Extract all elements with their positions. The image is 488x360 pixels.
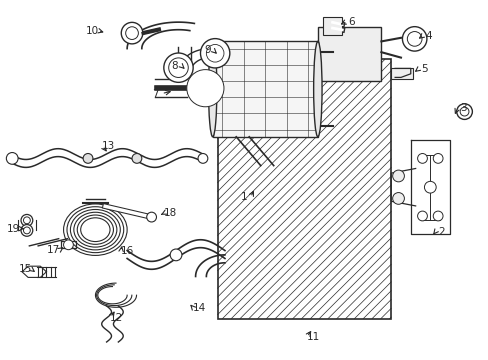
Circle shape: [198, 81, 212, 96]
Circle shape: [392, 193, 404, 204]
Circle shape: [192, 75, 218, 101]
Circle shape: [392, 170, 404, 182]
Circle shape: [432, 211, 442, 221]
Text: 14: 14: [192, 303, 206, 313]
Circle shape: [23, 227, 30, 234]
Circle shape: [200, 39, 229, 68]
Circle shape: [459, 107, 468, 116]
Text: 11: 11: [305, 332, 319, 342]
Bar: [322, 17, 342, 35]
Circle shape: [21, 215, 33, 226]
Circle shape: [163, 53, 193, 82]
Bar: [317, 27, 381, 81]
Text: 2: 2: [437, 227, 444, 237]
Text: 12: 12: [109, 312, 123, 323]
Circle shape: [407, 32, 421, 46]
Text: 16: 16: [120, 246, 134, 256]
Text: 4: 4: [424, 31, 431, 41]
Text: 6: 6: [347, 17, 354, 27]
Circle shape: [63, 240, 73, 250]
Ellipse shape: [313, 41, 322, 137]
Text: 3: 3: [459, 103, 466, 113]
Text: 10: 10: [85, 26, 98, 36]
Circle shape: [168, 58, 188, 77]
Bar: [217, 59, 390, 319]
Text: 9: 9: [203, 45, 210, 55]
Text: 13: 13: [102, 141, 115, 151]
Circle shape: [146, 212, 156, 222]
Text: 18: 18: [163, 208, 177, 218]
Circle shape: [198, 153, 207, 163]
Circle shape: [186, 69, 224, 107]
Circle shape: [132, 153, 142, 163]
Text: 19: 19: [7, 224, 20, 234]
Circle shape: [170, 249, 182, 261]
Text: 8: 8: [171, 60, 178, 71]
Circle shape: [6, 153, 18, 164]
Circle shape: [121, 22, 142, 44]
Text: 1: 1: [241, 192, 247, 202]
Circle shape: [206, 45, 224, 62]
Text: 17: 17: [47, 245, 61, 255]
Circle shape: [432, 153, 442, 163]
Circle shape: [189, 72, 221, 104]
Circle shape: [456, 104, 471, 120]
Text: 15: 15: [19, 264, 32, 274]
Bar: [390, 68, 412, 79]
Text: 5: 5: [420, 64, 427, 74]
Circle shape: [417, 153, 427, 163]
Circle shape: [402, 27, 426, 51]
Circle shape: [21, 225, 33, 236]
Circle shape: [125, 27, 138, 40]
Circle shape: [195, 78, 215, 98]
Circle shape: [23, 217, 30, 224]
Circle shape: [417, 211, 427, 221]
Circle shape: [83, 153, 93, 163]
Circle shape: [424, 181, 435, 193]
Ellipse shape: [208, 41, 217, 137]
Bar: [212, 41, 317, 137]
Text: 7: 7: [152, 89, 159, 99]
